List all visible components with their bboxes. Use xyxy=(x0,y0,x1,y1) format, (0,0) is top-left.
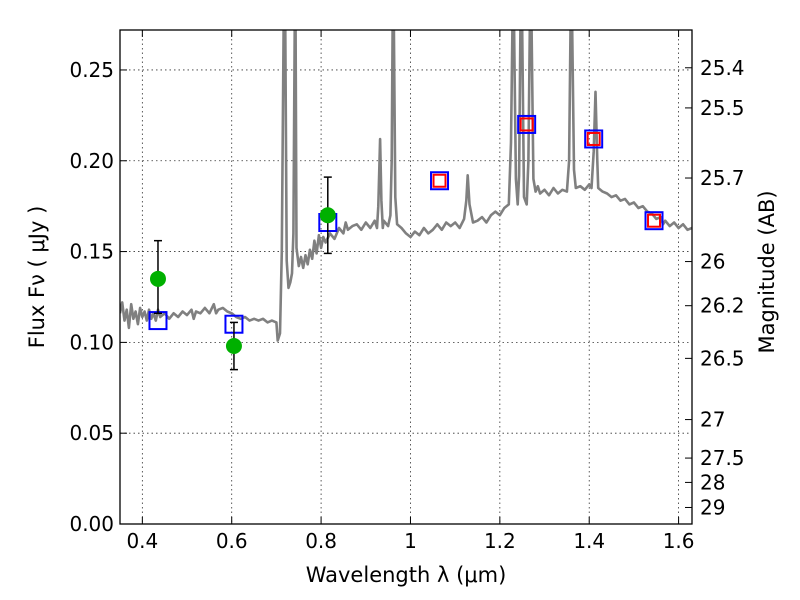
x-tick-label: 0.4 xyxy=(126,529,158,553)
blue-square-marker xyxy=(644,211,664,231)
y-tick-label: 0.15 xyxy=(69,240,114,264)
observed-point xyxy=(149,270,166,287)
red-square-marker xyxy=(586,131,601,146)
plot-frame xyxy=(119,29,693,525)
right-tick-label: 25.4 xyxy=(700,56,745,80)
spectrum-line xyxy=(120,30,692,342)
red-square-marker xyxy=(432,173,447,188)
x-axis-label: Wavelength λ (μm) xyxy=(306,563,507,587)
right-tick-label: 25.7 xyxy=(700,166,745,190)
x-tick-label: 1.6 xyxy=(663,529,695,553)
x-tick-label: 1.4 xyxy=(573,529,605,553)
right-tick-label: 27.5 xyxy=(700,446,745,470)
grid-lines xyxy=(120,30,692,525)
right-tick-label: 26.5 xyxy=(700,346,745,370)
y-axis-label: Flux Fν ( μJy ) xyxy=(25,206,49,349)
right-tick-label: 28 xyxy=(700,470,725,494)
y-tick-label: 0.05 xyxy=(69,421,114,445)
red-square-marker xyxy=(519,117,534,132)
right-tick-label: 29 xyxy=(700,495,725,519)
data-series xyxy=(120,30,692,371)
y-tick-label: 0.10 xyxy=(69,330,114,354)
observed-point xyxy=(319,207,336,224)
right-tick-label: 26.2 xyxy=(700,294,745,318)
x-tick-label: 0.8 xyxy=(305,529,337,553)
blue-square-marker xyxy=(430,171,450,191)
y-tick-label: 0.20 xyxy=(69,149,114,173)
right-tick-label: 26 xyxy=(700,250,725,274)
blue-square-marker xyxy=(517,114,537,134)
red-square-marker xyxy=(647,213,662,228)
right-axis-label: Magnitude (AB) xyxy=(755,190,779,353)
right-tick-label: 25.5 xyxy=(700,96,745,120)
y-tick-label: 0.25 xyxy=(69,58,114,82)
axis-ticks: 0.4 0.6 0.8 1 1.2 1.4 1.6 0.00 0.05 0.10 0.15 0.20 0… xyxy=(69,30,745,553)
right-tick-label: 27 xyxy=(700,408,725,432)
x-tick-label: 0.6 xyxy=(216,529,248,553)
blue-square-marker xyxy=(584,129,604,149)
x-tick-label: 1 xyxy=(404,529,417,553)
x-tick-label: 1.2 xyxy=(484,529,516,553)
observed-point xyxy=(225,338,242,355)
y-tick-label: 0.00 xyxy=(69,512,114,536)
